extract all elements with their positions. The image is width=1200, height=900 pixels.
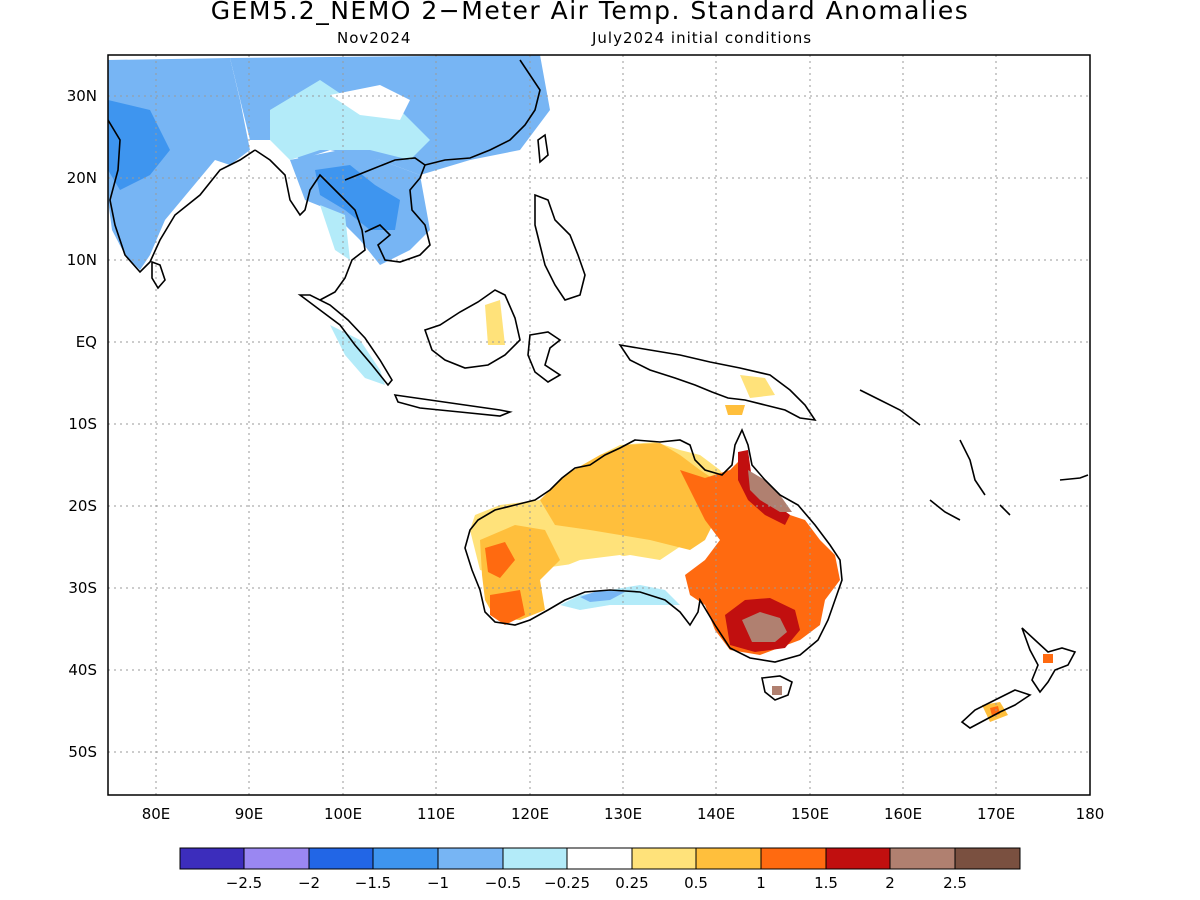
colorbar-swatch [372, 847, 439, 870]
lon-label: 120E [511, 805, 549, 823]
colorbar: −2.5 −2 −1.5 −1 −0.5 −0.25 0.25 0.5 1 1.… [179, 847, 1021, 892]
anomaly-australia-clight [560, 585, 680, 610]
longitude-labels: 80E 90E 100E 110E 120E 130E 140E 150E 16… [142, 805, 1105, 823]
india-coast [108, 119, 256, 274]
anomaly-australia-east [680, 455, 840, 655]
taiwan-coast [537, 133, 549, 164]
anomaly-sumatra-light [330, 325, 385, 385]
lon-label: 90E [235, 805, 264, 823]
colorbar-swatch [695, 847, 762, 870]
lon-label: 150E [791, 805, 829, 823]
colorbar-swatch [825, 847, 891, 870]
coastlines [108, 59, 1089, 729]
colorbar-swatch [760, 847, 827, 870]
lon-label: 130E [604, 805, 642, 823]
anomaly-australia-westdeep [485, 542, 515, 578]
anomaly-china-white [330, 85, 410, 120]
colorbar-label: −1.5 [355, 874, 391, 892]
map-title: GEM5.2_NEMO 2−Meter Air Temp. Standard A… [210, 0, 970, 25]
colorbar-label: 2.5 [943, 874, 967, 892]
lat-label: 50S [68, 743, 97, 761]
colorbar-swatch [308, 847, 374, 870]
anomaly-field [108, 55, 1053, 722]
forecast-month: Nov2024 [337, 29, 412, 47]
colorbar-swatch [889, 847, 956, 870]
lon-label: 110E [417, 805, 455, 823]
sulawesi-coast [527, 331, 562, 383]
anomaly-nz-north [1043, 654, 1053, 663]
pacific-islands [859, 389, 1089, 521]
colorbar-swatch [566, 847, 633, 870]
sumatra-coast [297, 294, 393, 387]
colorbar-swatch [954, 847, 1021, 870]
lat-label: 30S [68, 579, 97, 597]
lon-label: 170E [977, 805, 1015, 823]
lat-label: 40S [68, 661, 97, 679]
colorbar-label: 1.5 [814, 874, 838, 892]
lat-label: 10N [67, 251, 97, 269]
colorbar-label: −0.5 [485, 874, 521, 892]
colorbar-label: −1 [427, 874, 449, 892]
newguinea-coast [618, 343, 817, 422]
srilanka-coast [151, 260, 166, 290]
lat-label: 10S [68, 415, 97, 433]
lon-label: 80E [142, 805, 171, 823]
colorbar-swatch [631, 847, 697, 870]
bay-of-bengal-coast [254, 149, 366, 301]
anomaly-indochina-strong [315, 165, 400, 230]
australia-coast [464, 427, 843, 663]
colorbar-label: −2 [298, 874, 320, 892]
china-coast [424, 59, 541, 166]
initial-conditions: July2024 initial conditions [592, 29, 813, 47]
nz-south-coast [960, 689, 1032, 729]
colorbar-label: 1 [756, 874, 766, 892]
nz-north-coast [1021, 627, 1077, 694]
anomaly-nguinea-orange [725, 405, 745, 415]
anomaly-borneo-yellow [485, 300, 505, 345]
gridlines [108, 55, 1090, 795]
anomaly-tasmania-brown [772, 686, 782, 695]
philippines-coast [534, 193, 586, 301]
colorbar-label: −0.25 [544, 874, 590, 892]
anomaly-china-light [270, 80, 430, 160]
colorbar-label: 0.25 [615, 874, 648, 892]
lat-label: 30N [67, 87, 97, 105]
lon-label: 140E [697, 805, 735, 823]
anomaly-australia-cblue [580, 590, 625, 602]
colorbar-swatch [502, 847, 568, 870]
anomaly-india-strong [108, 100, 170, 190]
lat-label: EQ [76, 333, 97, 351]
lat-label: 20N [67, 169, 97, 187]
colorbar-swatch [243, 847, 310, 870]
plot-frame [107, 54, 1091, 796]
indochina-coast [344, 157, 431, 263]
lon-label: 100E [324, 805, 362, 823]
latitude-labels: 30N 20N 10N EQ 10S 20S 30S 40S 50S [67, 87, 97, 761]
colorbar-swatch [437, 847, 504, 870]
lon-label: 180 [1076, 805, 1105, 823]
lat-label: 20S [68, 497, 97, 515]
tasmania-coast [761, 675, 793, 701]
anomaly-nguinea-yellow [740, 375, 775, 398]
anomaly-australia-orange [540, 443, 720, 550]
java-coast [393, 394, 513, 417]
colorbar-label: −2.5 [226, 874, 262, 892]
colorbar-label: 0.5 [684, 874, 708, 892]
colorbar-label: 2 [885, 874, 895, 892]
anomaly-australia-swdeep [490, 590, 525, 625]
borneo-coast [423, 289, 521, 369]
anomaly-australia-se-brown [742, 612, 787, 642]
anomaly-australia-qld-brown [748, 470, 792, 512]
lon-label: 160E [884, 805, 922, 823]
colorbar-swatch [179, 847, 245, 870]
